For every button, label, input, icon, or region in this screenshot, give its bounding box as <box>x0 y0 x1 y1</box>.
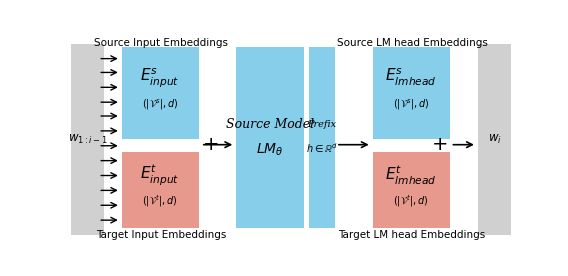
Text: $w_i$: $w_i$ <box>487 133 502 146</box>
Bar <box>122 47 199 139</box>
Bar <box>309 47 335 228</box>
Text: Prefix: Prefix <box>307 120 336 129</box>
Text: Target Input Embeddings: Target Input Embeddings <box>96 230 227 240</box>
Text: $E^t_{input}$: $E^t_{input}$ <box>140 163 180 187</box>
Text: Source Model: Source Model <box>226 118 314 131</box>
Text: $E^s_{lmhead}$: $E^s_{lmhead}$ <box>385 67 437 88</box>
Text: $(|\mathcal{V}^t|, d)$: $(|\mathcal{V}^t|, d)$ <box>142 194 178 209</box>
Text: $LM_\theta$: $LM_\theta$ <box>256 142 284 158</box>
Text: $(|\mathcal{V}^s|, d)$: $(|\mathcal{V}^s|, d)$ <box>392 98 429 112</box>
Text: Source Input Embeddings: Source Input Embeddings <box>94 38 228 48</box>
Bar <box>373 152 450 228</box>
Bar <box>71 44 104 235</box>
Bar <box>236 47 304 228</box>
Bar <box>478 44 511 235</box>
Text: $E^s_{input}$: $E^s_{input}$ <box>140 66 180 89</box>
Text: Source LM head Embeddings: Source LM head Embeddings <box>337 38 487 48</box>
Bar <box>373 47 450 139</box>
Text: $h \in \mathbb{R}^d$: $h \in \mathbb{R}^d$ <box>306 141 338 155</box>
Bar <box>122 152 199 228</box>
Text: Target LM head Embeddings: Target LM head Embeddings <box>339 230 486 240</box>
Text: $(|\mathcal{V}^s|, d)$: $(|\mathcal{V}^s|, d)$ <box>142 98 178 112</box>
Text: +: + <box>203 135 219 154</box>
Text: $E^t_{lmhead}$: $E^t_{lmhead}$ <box>385 163 437 187</box>
Text: $w_{1:i-1}$: $w_{1:i-1}$ <box>68 133 107 146</box>
Text: +: + <box>432 135 448 154</box>
Text: $(|\mathcal{V}^t|, d)$: $(|\mathcal{V}^t|, d)$ <box>393 194 429 209</box>
